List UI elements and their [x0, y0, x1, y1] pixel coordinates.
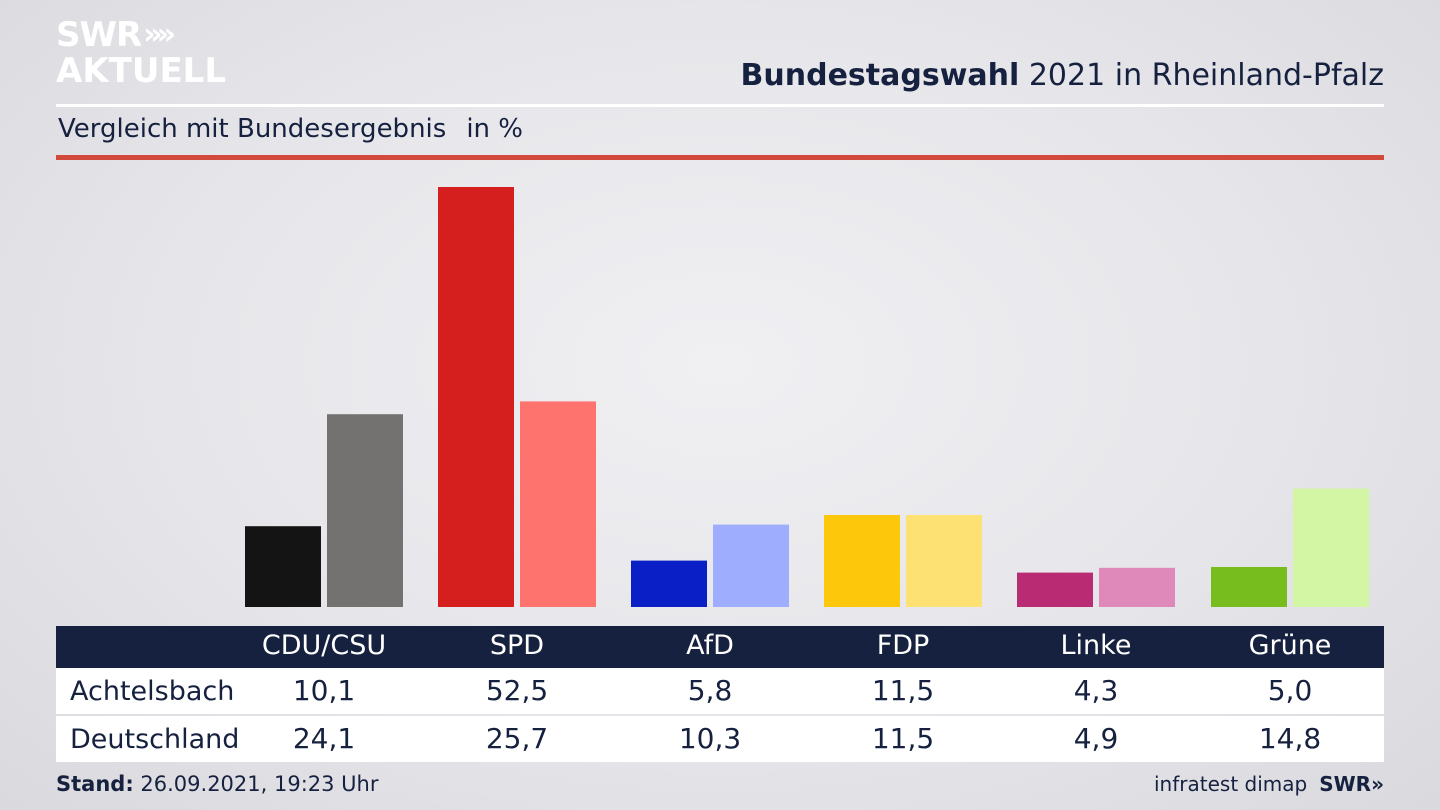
title-bold: Bundestagswahl [740, 58, 1020, 93]
swr-brand-logo: SWR» [1319, 772, 1384, 796]
table-header: CDU/CSU SPD AfD FDP Linke Grüne [56, 626, 1384, 668]
bar-linke-deutschland [1099, 567, 1175, 607]
table-cell-afd: 10,3 [678, 722, 742, 755]
table-cell-cdu-csu: 10,1 [292, 674, 356, 707]
row-label: Achtelsbach [70, 675, 235, 707]
table-row-deutschland: Deutschland 24,1 25,7 10,3 11,5 4,9 14,8 [56, 716, 1384, 762]
timestamp: Stand: 26.09.2021, 19:23 Uhr [56, 772, 379, 796]
row-label: Deutschland [70, 723, 240, 755]
column-header-gr-ne: Grüne [1248, 630, 1332, 661]
bar-fdp-deutschland [906, 515, 982, 607]
page-title: Bundestagswahl 2021 in Rheinland-Pfalz [741, 58, 1384, 93]
subtitle-divider [56, 155, 1384, 160]
table-cell-spd: 52,5 [485, 674, 549, 707]
stand-label: Stand: [56, 772, 134, 796]
table-cell-fdp: 11,5 [871, 674, 935, 707]
bar-spd-achtelsbach [438, 187, 514, 607]
stand-value: 26.09.2021, 19:23 Uhr [133, 772, 379, 796]
subtitle-unit: in % [466, 114, 523, 144]
subtitle-text: Vergleich mit Bundesergebnis [58, 114, 447, 144]
bar-fdp-achtelsbach [824, 515, 900, 607]
bar-afd-deutschland [713, 524, 789, 607]
table-cell-fdp: 11,5 [871, 722, 935, 755]
title-rest: 2021 in Rheinland-Pfalz [1019, 58, 1384, 93]
bar-linke-achtelsbach [1017, 572, 1093, 607]
table-cell-cdu-csu: 24,1 [292, 722, 356, 755]
logo-swr-text: SWR [56, 15, 142, 55]
logo-aktuell-text: AKTUELL [56, 51, 227, 91]
table-cell-gr-ne: 14,8 [1258, 722, 1322, 755]
table-cell-linke: 4,9 [1073, 722, 1119, 755]
chart-subtitle: Vergleich mit Bundesergebnis in % [58, 114, 523, 144]
bar-cdu-csu-achtelsbach [245, 526, 321, 607]
table-cell-linke: 4,3 [1073, 674, 1119, 707]
column-header-fdp: FDP [876, 630, 930, 661]
source-credit: infratest dimap SWR» [1154, 772, 1384, 796]
column-header-linke: Linke [1060, 630, 1132, 661]
source-text: infratest dimap [1154, 772, 1308, 796]
table-cell-gr-ne: 5,0 [1267, 674, 1313, 707]
bar-chart [245, 187, 1369, 607]
bar-gr-ne-achtelsbach [1211, 567, 1287, 607]
bar-afd-achtelsbach [631, 560, 707, 607]
table-row-achtelsbach: Achtelsbach 10,1 52,5 5,8 11,5 4,3 5,0 [56, 668, 1384, 714]
results-table: CDU/CSU SPD AfD FDP Linke Grüne Achtelsbach 1… [56, 626, 1384, 762]
bar-cdu-csu-deutschland [327, 414, 403, 607]
header-divider [56, 104, 1384, 107]
swr-aktuell-logo: SWR»» AKTUELL [56, 18, 226, 88]
table-cell-spd: 25,7 [485, 722, 549, 755]
column-header-cdu-csu: CDU/CSU [261, 630, 387, 661]
bar-gr-ne-deutschland [1293, 488, 1369, 607]
table-cell-afd: 5,8 [687, 674, 733, 707]
column-header-spd: SPD [489, 630, 545, 661]
bar-spd-deutschland [520, 401, 596, 607]
column-header-afd: AfD [686, 630, 734, 661]
